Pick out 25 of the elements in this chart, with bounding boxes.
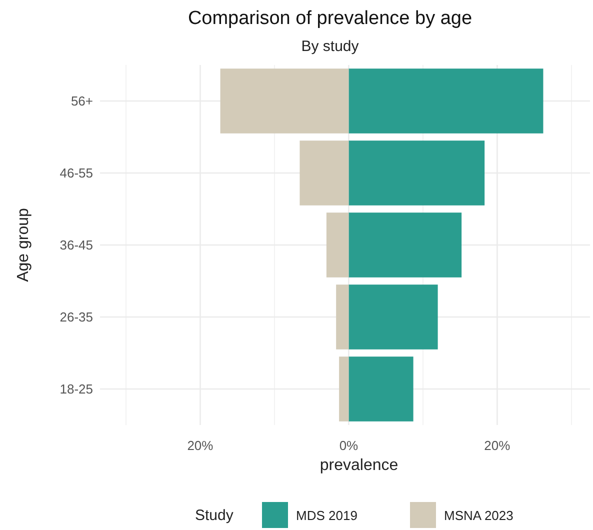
- bar: [348, 284, 438, 350]
- chart-title: Comparison of prevalence by age: [188, 8, 472, 29]
- y-tick-label: 36-45: [60, 238, 93, 252]
- bar: [300, 140, 349, 206]
- y-axis-title: Age group: [15, 208, 32, 282]
- chart-subtitle: By study: [301, 38, 360, 55]
- bar: [348, 140, 485, 206]
- bar: [220, 68, 349, 134]
- x-tick-label: 20%: [484, 438, 511, 453]
- x-tick-label: 0%: [339, 438, 359, 453]
- y-tick-label: 46-55: [60, 166, 93, 180]
- bar: [339, 356, 349, 422]
- bar: [326, 212, 349, 278]
- y-tick-label: 56+: [70, 94, 93, 108]
- bar: [336, 284, 349, 350]
- legend-title: Study: [195, 507, 234, 524]
- bar: [348, 68, 544, 134]
- y-tick-label: 26-35: [60, 310, 93, 324]
- legend-label: MDS 2019: [296, 508, 358, 523]
- bar: [348, 212, 462, 278]
- x-tick-label: 20%: [187, 438, 214, 453]
- bar: [348, 356, 414, 422]
- y-tick-label: 18-25: [60, 382, 93, 396]
- x-axis-title: prevalence: [320, 457, 398, 474]
- legend-label: MSNA 2023: [444, 508, 514, 523]
